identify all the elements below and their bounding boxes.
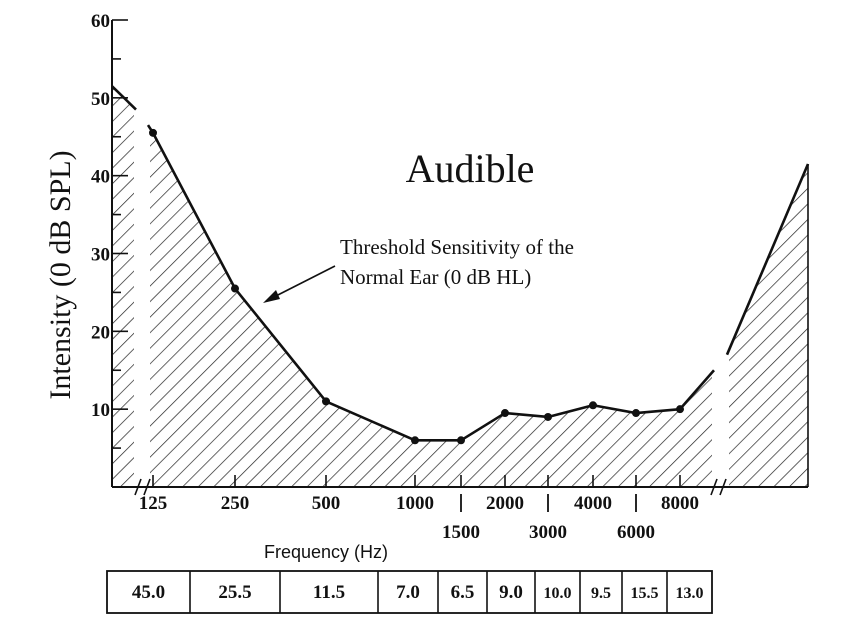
y-tick-label-20: 20 [91,322,110,343]
x-tick-label-8000: 8000 [661,493,699,514]
value-table-cell: 9.0 [499,582,523,603]
threshold-points [149,128,684,445]
y-tick-label-30: 30 [91,245,110,266]
threshold-fill-high-stub [727,163,808,487]
value-table-cell: 45.0 [132,582,165,603]
value-table-cell: 11.5 [313,582,345,603]
y-tick-labels: 10 20 30 40 50 60 [91,11,110,421]
x-tick-label-6000: 6000 [617,522,655,543]
threshold-point-500 [322,397,330,406]
x-axis-label: Frequency (Hz) [264,542,388,562]
y-tick-label-60: 60 [91,11,110,32]
y-tick-label-50: 50 [91,89,110,110]
x-tick-label-4000: 4000 [574,493,612,514]
threshold-point-1500 [457,436,465,445]
x-axis-break-mark [143,478,151,496]
audible-threshold-hatched-area [112,86,808,488]
threshold-point-125 [149,128,157,137]
value-table: 45.0 25.5 11.5 7.0 6.5 9.0 10.0 9.5 15.5 13.0 [106,570,713,614]
threshold-curve [111,85,810,487]
axes [111,19,808,496]
threshold-line-main [146,124,715,442]
x-tick-labels: 125 250 500 1000 2000 4000 8000 1500 3000 6000 [139,493,699,543]
threshold-line-high-stub [725,163,810,356]
threshold-point-3000 [544,412,552,421]
threshold-point-1000 [411,436,419,445]
annotation-line-1: Threshold Sensitivity of the [340,235,574,259]
value-table-cell: 10.0 [544,585,572,602]
value-table-cell: 9.5 [591,585,611,602]
annotation-arrow [263,265,336,303]
x-axis-break-mark [719,478,727,496]
x-axis-break-mark [134,478,142,496]
x-tick-label-125: 125 [139,493,168,514]
x-tick-label-1500: 1500 [442,522,480,543]
x-axis-break-mark [710,478,718,496]
threshold-line-low-stub [111,85,137,111]
audible-region-label: Audible [406,146,535,191]
y-axis-label: Intensity (0 dB SPL) [44,150,77,399]
threshold-point-250 [231,284,239,293]
threshold-point-6000 [632,409,640,418]
value-table-border [106,570,713,614]
value-table-cell: 7.0 [396,582,420,603]
threshold-point-2000 [501,409,509,418]
y-tick-label-40: 40 [91,167,110,188]
x-tick-label-3000: 3000 [529,522,567,543]
threshold-fill-low-stub [112,86,136,488]
value-table-cell: 6.5 [451,582,475,603]
annotation-line-2: Normal Ear (0 dB HL) [340,265,531,289]
value-table-cell: 25.5 [218,582,251,603]
x-tick-label-1000: 1000 [396,493,434,514]
value-table-cell: 15.5 [631,585,659,602]
threshold-point-4000 [589,401,597,410]
value-table-cell: 13.0 [676,585,704,602]
x-tick-label-500: 500 [312,493,341,514]
y-tick-label-10: 10 [91,400,110,421]
threshold-fill-main [148,125,714,487]
x-tick-label-2000: 2000 [486,493,524,514]
x-tick-label-250: 250 [221,493,250,514]
threshold-point-8000 [676,405,684,414]
